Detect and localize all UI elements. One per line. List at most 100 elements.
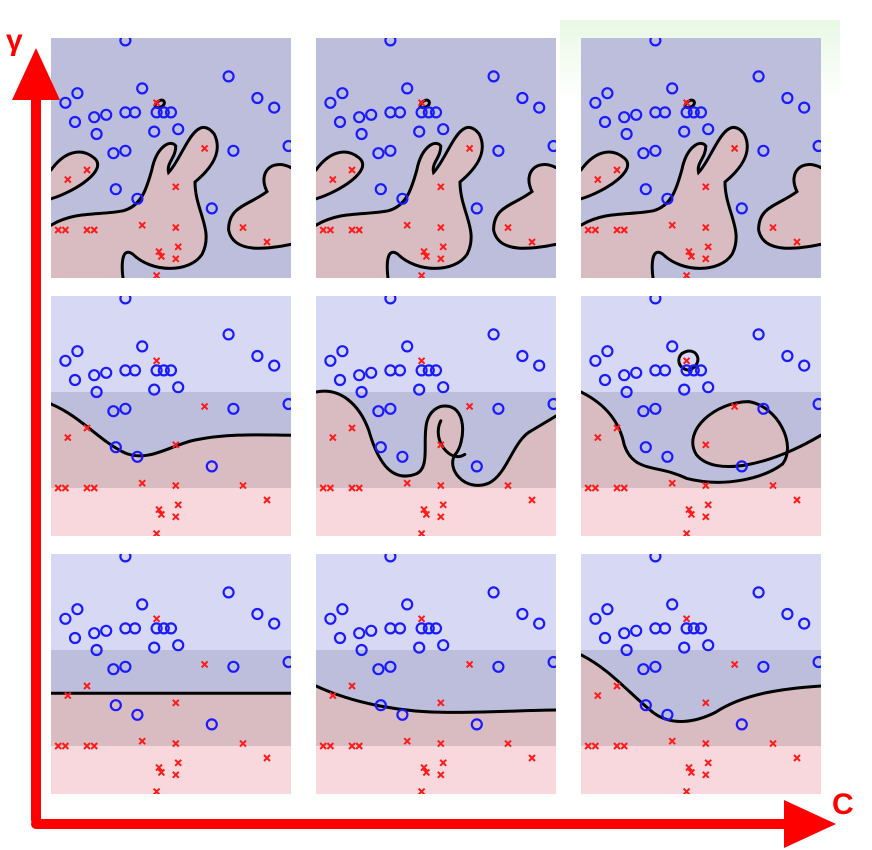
point-class-x — [90, 742, 98, 750]
decision-boundary — [581, 653, 821, 723]
point-class-o — [90, 127, 103, 141]
point-class-x — [417, 787, 426, 794]
point-class-x — [682, 357, 691, 365]
point-class-o — [222, 70, 235, 83]
point-class-o — [589, 96, 602, 109]
point-class-x — [620, 742, 628, 750]
point-class-o — [107, 147, 120, 160]
point-class-o — [119, 144, 132, 157]
point-class-x — [704, 759, 712, 767]
point-class-x — [83, 742, 91, 750]
point-class-o — [268, 617, 281, 630]
point-class-x — [326, 226, 335, 234]
point-class-x — [152, 99, 161, 107]
point-class-o — [384, 622, 397, 635]
point-class-o — [589, 612, 602, 625]
point-class-x — [613, 226, 621, 234]
point-class-x — [355, 226, 363, 234]
point-class-o — [324, 612, 337, 625]
point-class-x — [155, 247, 163, 256]
point-class-o — [164, 106, 178, 119]
point-class-o — [694, 364, 708, 377]
point-class-x — [319, 484, 327, 492]
decision-boundary — [316, 150, 365, 201]
point-class-o — [735, 460, 748, 473]
point-class-o — [396, 708, 409, 721]
point-class-x — [591, 742, 600, 750]
point-class-o — [384, 38, 397, 47]
point-class-x — [769, 739, 777, 748]
point-class-x — [239, 739, 247, 748]
point-class-x — [793, 754, 801, 762]
point-class-o — [687, 106, 700, 119]
point-class-o — [415, 622, 428, 635]
point-class-o — [355, 385, 368, 399]
point-class-x — [172, 223, 180, 232]
point-class-o — [694, 622, 708, 635]
decision-boundary — [581, 150, 630, 201]
point-class-o — [516, 607, 529, 621]
point-class-x — [172, 513, 180, 521]
panel-grid — [51, 38, 821, 794]
point-class-x — [157, 510, 166, 519]
point-class-x — [403, 479, 411, 487]
point-class-x — [64, 175, 72, 184]
point-class-x — [348, 424, 356, 432]
point-class-o — [227, 144, 240, 157]
point-class-o — [324, 354, 337, 367]
point-class-o — [268, 359, 281, 372]
point-class-o — [422, 622, 435, 635]
point-class-o — [422, 106, 435, 119]
point-class-x — [263, 754, 271, 762]
point-class-o — [372, 405, 385, 418]
point-class-x — [174, 243, 182, 251]
point-class-x — [329, 433, 337, 442]
point-class-x — [152, 615, 161, 623]
point-class-o — [661, 708, 674, 721]
point-class-x — [90, 484, 98, 492]
point-class-o — [422, 364, 435, 377]
point-class-o — [415, 364, 428, 377]
point-class-o — [372, 663, 385, 676]
point-class-x — [83, 166, 91, 174]
point-class-x — [172, 255, 180, 263]
region-class-o-confident — [51, 296, 291, 392]
point-class-x — [591, 484, 600, 492]
point-class-o — [547, 655, 556, 669]
point-class-o — [781, 91, 794, 105]
point-class-o — [384, 144, 397, 157]
point-class-o — [136, 340, 149, 353]
point-class-o — [109, 699, 122, 712]
point-class-o — [384, 106, 397, 119]
point-class-o — [148, 641, 161, 654]
point-class-x — [172, 441, 180, 449]
point-class-o — [618, 111, 631, 124]
point-class-x — [668, 479, 676, 487]
region-class-o-confident — [581, 554, 821, 650]
point-class-o — [71, 87, 84, 100]
point-class-x — [613, 424, 621, 432]
point-class-x — [793, 238, 801, 246]
point-class-x — [702, 771, 710, 779]
point-class-x — [157, 768, 166, 777]
point-class-o — [429, 622, 443, 635]
point-class-x — [730, 144, 739, 153]
point-class-o — [227, 660, 240, 673]
point-class-o — [678, 383, 691, 396]
point-class-o — [781, 349, 794, 363]
point-class-x — [668, 221, 676, 229]
point-class-x — [417, 357, 426, 365]
point-class-x — [329, 691, 337, 700]
point-class-x — [702, 183, 710, 191]
point-class-x — [54, 484, 62, 492]
point-class-o — [413, 125, 426, 138]
point-class-x — [403, 221, 411, 229]
point-class-x — [172, 183, 180, 191]
c-axis-label: C — [832, 788, 854, 821]
point-class-x — [152, 357, 161, 365]
point-class-o — [630, 624, 643, 637]
point-class-x — [584, 742, 592, 750]
point-class-o — [533, 617, 546, 630]
point-class-o — [282, 655, 291, 669]
point-class-o — [401, 82, 414, 95]
